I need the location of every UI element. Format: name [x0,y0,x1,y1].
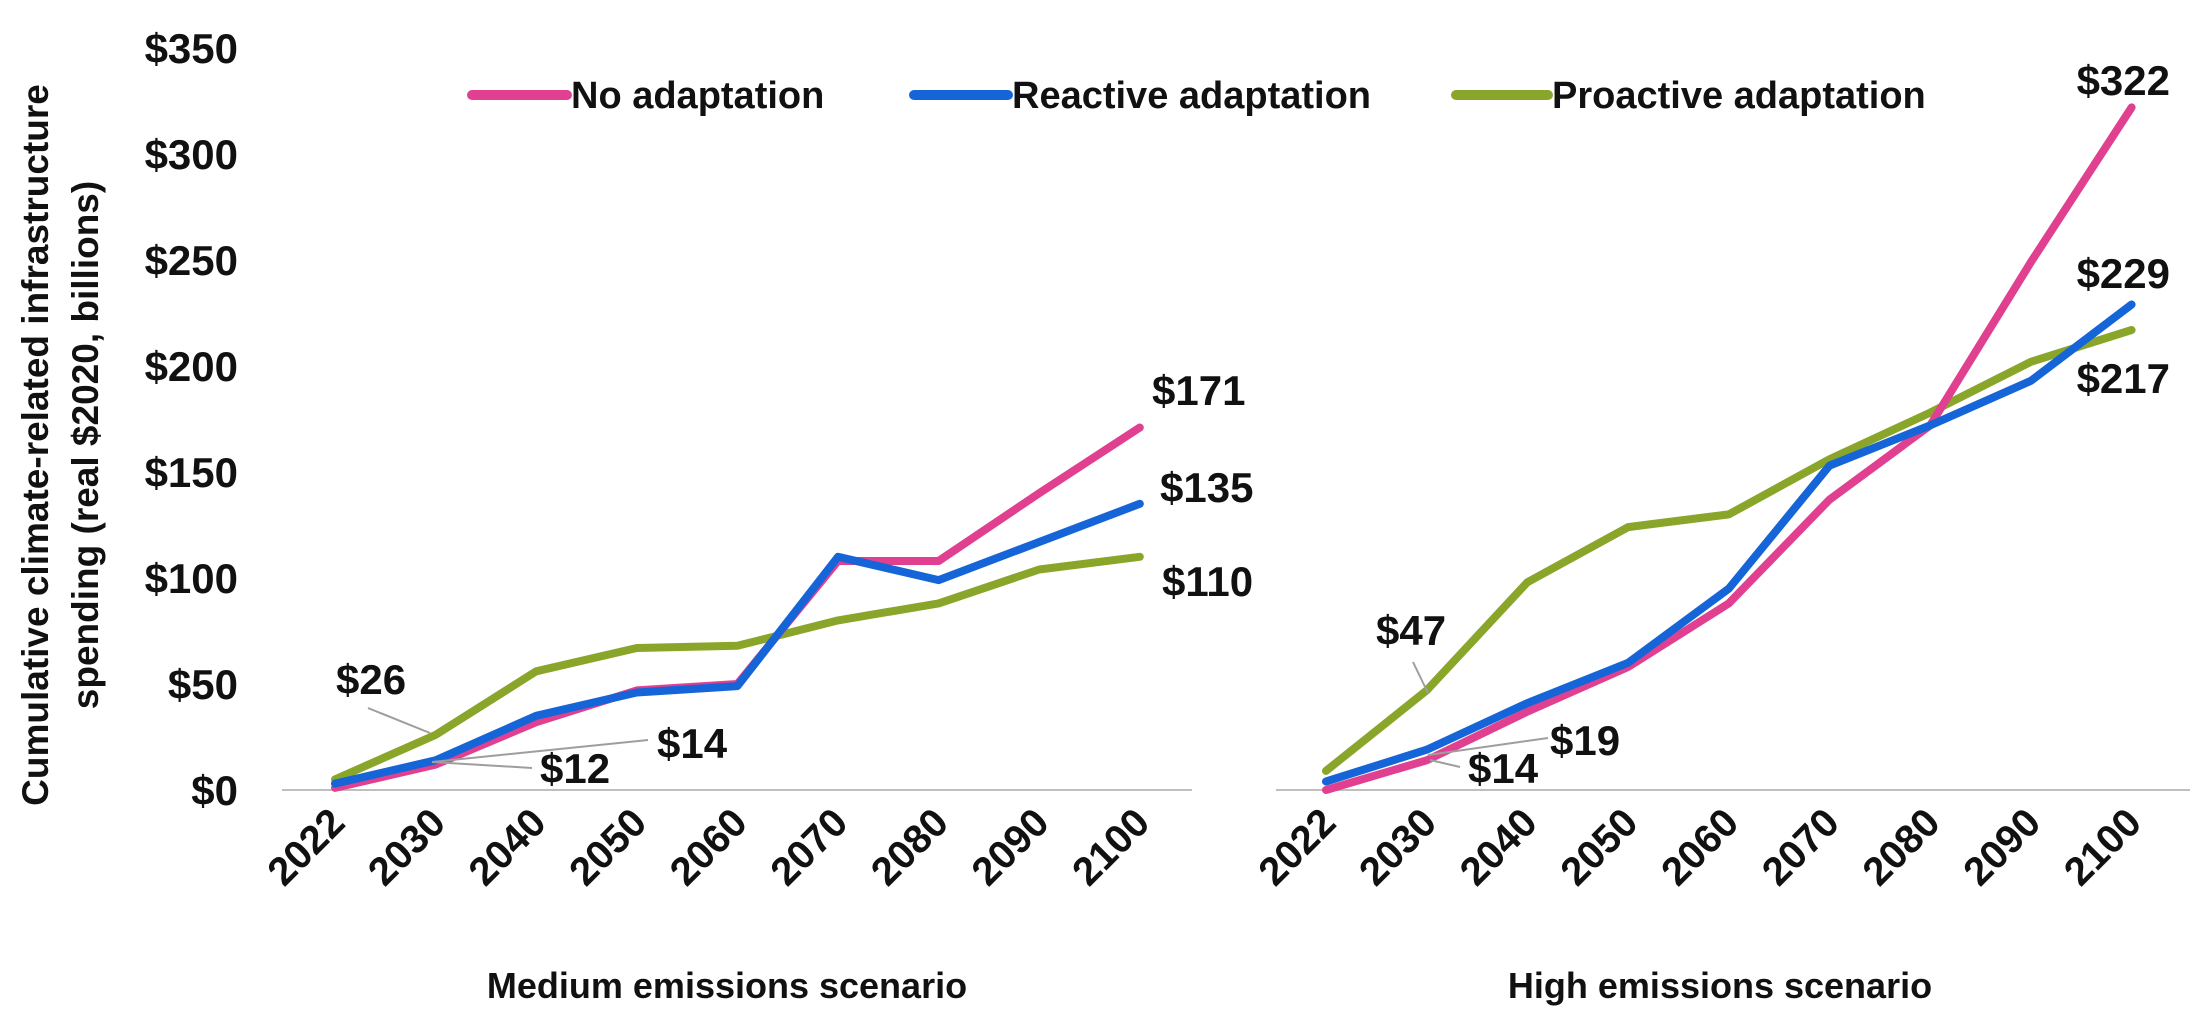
annotation-high--14: $14 [1468,745,1539,792]
y-tick-label: $0 [191,767,238,814]
y-tick-label: $50 [168,661,238,708]
annotation-leader-line [1412,661,1429,694]
series-line-medium-reactive-adaptation [331,499,1144,788]
y-tick-label: $200 [145,343,238,390]
x-tick-label: 2030 [360,800,454,894]
x-tick-label: 2022 [1250,800,1344,894]
annotation-high--322: $322 [2077,57,2170,104]
annotation-leader-line [1429,759,1461,768]
x-tick-label: 2100 [2056,800,2150,894]
x-tick-label: 2040 [461,800,555,894]
series-line-medium-proactive-adaptation [331,552,1144,784]
x-tick-label: 2090 [1955,800,2049,894]
panel-title-high: High emissions scenario [1508,965,1932,1006]
panel-title-medium: Medium emissions scenario [487,965,967,1006]
annotation-medium--135: $135 [1160,464,1253,511]
y-axis-title-line2: spending (real $2020, billions) [65,181,106,709]
x-tick-label: 2070 [1754,800,1848,894]
annotation-leader-line [431,761,533,769]
y-tick-label: $250 [145,237,238,284]
x-tick-label: 2050 [1552,800,1646,894]
series-line-high-proactive-adaptation [1322,326,2136,775]
annotation-medium--171: $171 [1152,367,1245,414]
series-line-medium-no-adaptation [331,423,1144,792]
annotations: $171$135$110$26$14$12$322$229$217$47$19$… [336,57,2170,792]
x-tick-label: 2040 [1452,800,1546,894]
x-tick-labels: 2022 2030 2040 2050 2060 2070 2080 2090 2100 2022… [259,800,2150,894]
annotation-medium--14: $14 [657,720,728,767]
x-tick-label: 2080 [1855,800,1949,894]
y-tick-label: $100 [145,555,238,602]
annotation-leader-line [1427,737,1549,756]
y-tick-label: $350 [145,25,238,72]
series-line-high-no-adaptation [1322,103,2136,794]
y-tick-labels: $0 $50 $100 $150 $200 $250 $300 $350 [145,25,238,814]
x-tick-label: 2060 [1653,800,1747,894]
legend-label-proactive-adaptation: Proactive adaptation [1552,75,1926,117]
annotation-high--19: $19 [1550,717,1620,764]
x-tick-label: 2030 [1351,800,1445,894]
x-tick-label: 2070 [762,800,856,894]
series-lines [331,103,2136,794]
x-tick-label: 2060 [662,800,756,894]
annotation-high--47: $47 [1376,607,1446,654]
y-axis-title-line1: Cumulative climate-related infrastructur… [15,84,56,806]
annotation-medium--12: $12 [540,745,610,792]
legend: No adaptation Reactive adaptation Proact… [467,75,1926,117]
x-tick-label: 2050 [561,800,655,894]
annotation-medium--110: $110 [1162,558,1253,605]
x-tick-label: 2022 [259,800,353,894]
legend-label-no-adaptation: No adaptation [571,75,824,117]
y-tick-label: $150 [145,449,238,496]
annotation-medium--26: $26 [336,656,406,703]
annotation-high--229: $229 [2077,250,2170,297]
legend-label-reactive-adaptation: Reactive adaptation [1012,75,1371,117]
annotation-high--217: $217 [2077,355,2170,402]
x-tick-label: 2100 [1064,800,1158,894]
annotation-leaders [367,661,1549,769]
series-line-high-reactive-adaptation [1322,300,2136,786]
x-tick-label: 2080 [863,800,957,894]
annotation-leader-line [431,739,649,763]
x-tick-label: 2090 [964,800,1058,894]
annotation-leader-line [367,707,431,734]
y-tick-label: $300 [145,131,238,178]
